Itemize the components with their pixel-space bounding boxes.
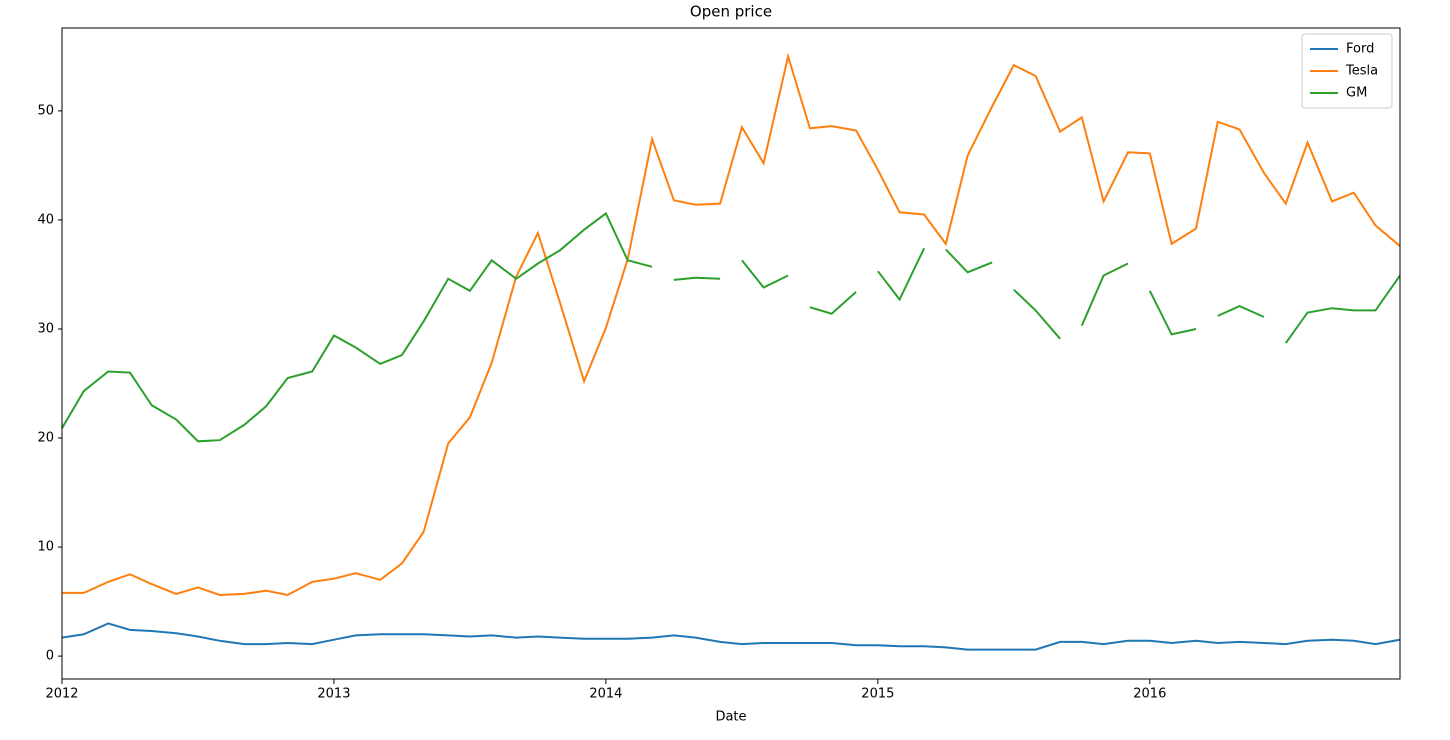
- line: [62, 52, 1401, 597]
- line: [61, 622, 1401, 651]
- y-tick-label: 10: [37, 540, 54, 555]
- chart-title: Open price: [690, 3, 772, 21]
- x-tick-label: 2016: [1133, 687, 1166, 702]
- legend-box: [1301, 33, 1393, 109]
- y-tick-label: 40: [37, 212, 54, 227]
- legend-label: Tesla: [1345, 64, 1378, 79]
- line: [61, 211, 1401, 443]
- x-tick-label: 2012: [45, 687, 78, 702]
- x-tick-label: 2013: [317, 687, 350, 702]
- x-tick-label: 2014: [589, 687, 622, 702]
- y-tick-label: 50: [37, 103, 54, 118]
- plot-frame: [61, 27, 1401, 680]
- y-tick-label: 30: [37, 321, 54, 336]
- y-tick-label: 20: [37, 431, 54, 446]
- y-tick-label: 0: [46, 649, 54, 664]
- legend-label: Ford: [1346, 42, 1374, 57]
- x-axis-label: Date: [715, 710, 746, 725]
- legend-label: GM: [1346, 86, 1367, 101]
- x-tick-label: 2015: [861, 687, 894, 702]
